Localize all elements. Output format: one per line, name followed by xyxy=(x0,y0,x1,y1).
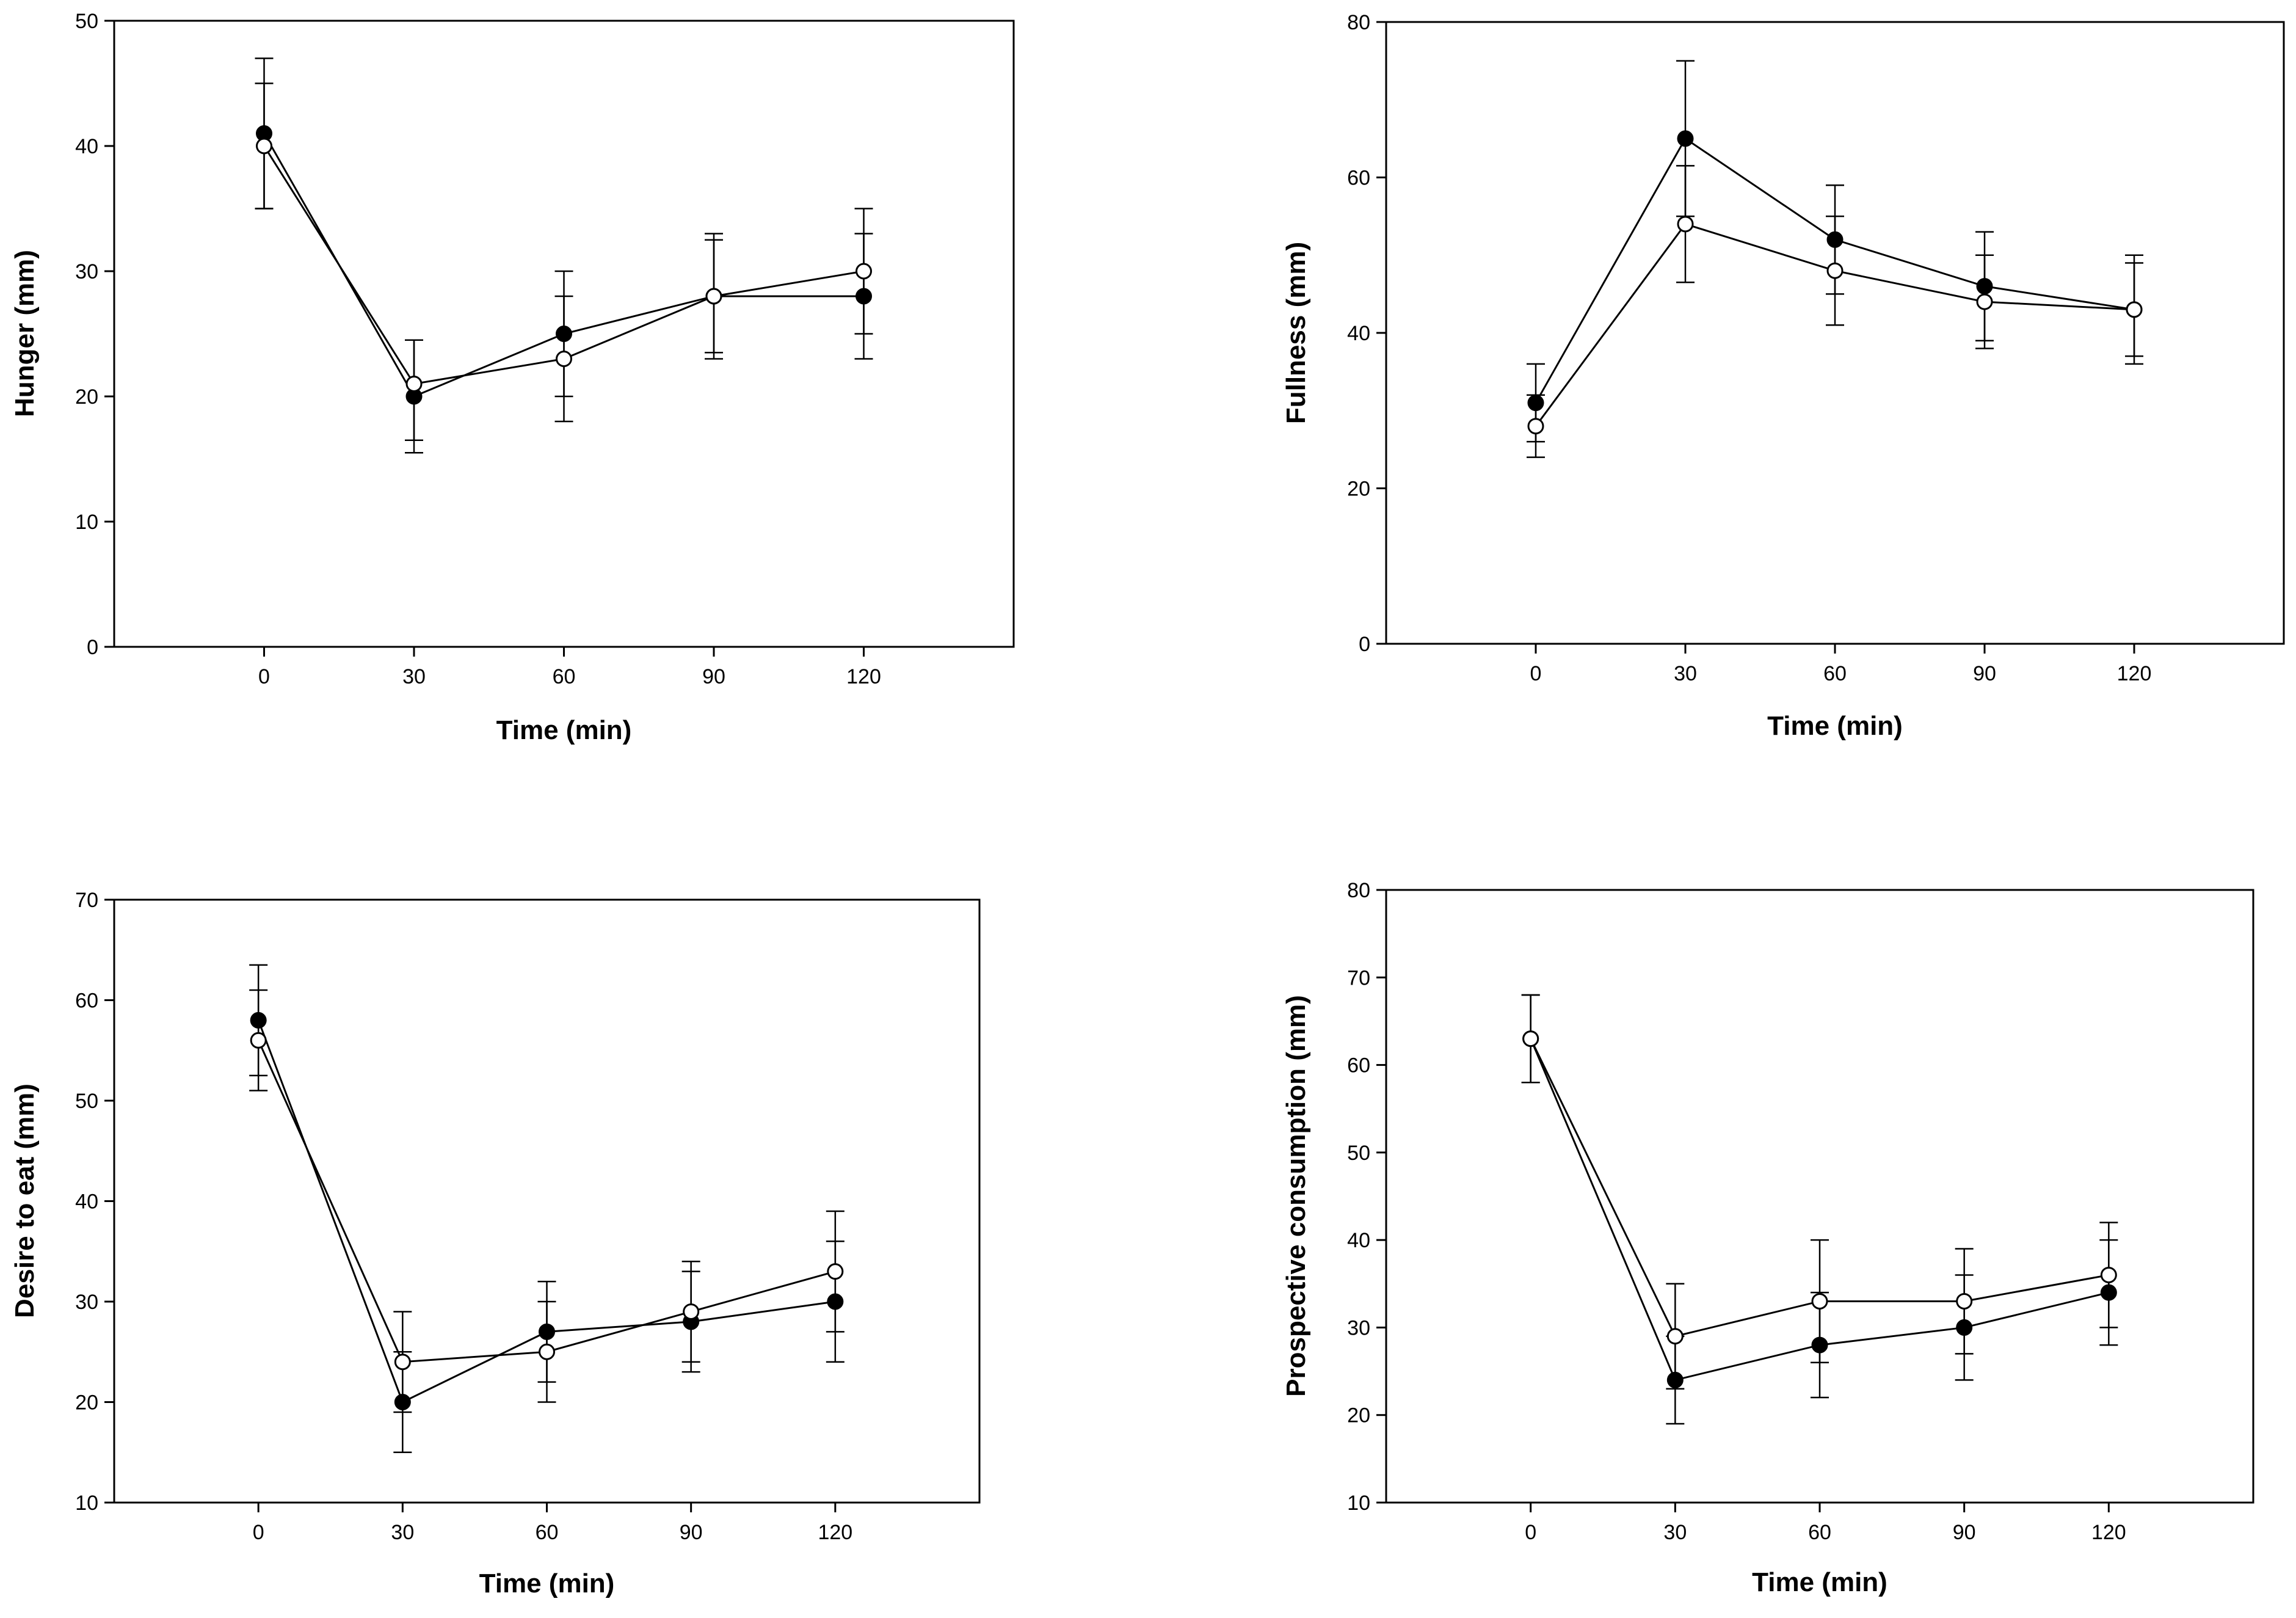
y-tick-label: 70 xyxy=(75,889,98,912)
data-point-open xyxy=(1956,1292,1973,1310)
y-tick-label: 10 xyxy=(75,511,98,534)
data-point-filled xyxy=(250,1011,267,1029)
data-point-open xyxy=(556,351,572,367)
data-point-open xyxy=(1527,418,1544,435)
x-tick-label: 90 xyxy=(1973,662,1996,685)
y-tick-label: 20 xyxy=(75,385,98,409)
x-tick-label: 0 xyxy=(258,665,270,688)
data-point-open xyxy=(2126,301,2143,318)
data-point-filled xyxy=(1976,278,1993,295)
y-tick-label: 10 xyxy=(75,1492,98,1515)
y-tick-label: 0 xyxy=(87,636,98,659)
y-tick-label: 20 xyxy=(1347,1404,1370,1427)
y-tick-label: 50 xyxy=(75,1090,98,1113)
data-point-open xyxy=(394,1354,411,1371)
x-axis-title: Time (min) xyxy=(479,1569,615,1598)
x-axis-title: Time (min) xyxy=(1767,711,1903,741)
y-tick-label: 30 xyxy=(75,260,98,283)
data-point-open xyxy=(250,1032,267,1049)
y-axis-title: Desire to eat (mm) xyxy=(10,1084,40,1318)
y-tick-label: 60 xyxy=(1347,1054,1370,1077)
y-tick-label: 30 xyxy=(1347,1316,1370,1339)
x-axis-title: Time (min) xyxy=(1752,1567,1887,1597)
data-point-filled xyxy=(1811,1336,1828,1354)
data-point-open xyxy=(827,1263,844,1280)
x-tick-label: 30 xyxy=(402,665,426,688)
x-tick-label: 30 xyxy=(1674,662,1697,685)
data-point-filled xyxy=(827,1293,844,1310)
y-tick-label: 10 xyxy=(1347,1492,1370,1515)
fullness-chart: 0 20 40 60 80 0 30 60 90 120 Time (min) Fullness (m… xyxy=(1281,11,2285,741)
y-tick-label: 60 xyxy=(1347,167,1370,190)
x-tick-label: 60 xyxy=(553,665,576,688)
data-point-open xyxy=(1811,1292,1828,1310)
x-tick-label: 90 xyxy=(680,1521,703,1544)
x-tick-label: 120 xyxy=(2117,662,2152,685)
data-point-open xyxy=(683,1303,700,1320)
data-point-filled xyxy=(1666,1371,1684,1388)
data-point-filled xyxy=(1956,1319,1973,1336)
x-tick-label: 30 xyxy=(391,1521,414,1544)
desire-to-eat-chart: 10 20 30 40 50 60 70 0 30 60 90 120 Time (min) Desire… xyxy=(10,889,981,1598)
data-point-filled xyxy=(1677,130,1694,147)
y-axis-title: Hunger (mm) xyxy=(10,250,40,417)
data-point-filled xyxy=(856,288,872,305)
x-tick-label: 60 xyxy=(536,1521,559,1544)
data-point-filled xyxy=(539,1323,555,1340)
x-tick-label: 90 xyxy=(1953,1521,1976,1544)
data-point-open xyxy=(256,137,272,155)
y-tick-label: 80 xyxy=(1347,879,1370,902)
y-tick-label: 40 xyxy=(1347,322,1370,345)
plot-frame xyxy=(113,898,981,1504)
y-tick-label: 20 xyxy=(1347,478,1370,501)
x-tick-label: 120 xyxy=(2091,1521,2126,1544)
y-axis-title: Fullness (mm) xyxy=(1281,242,1311,424)
data-point-open xyxy=(539,1343,555,1360)
x-tick-label: 90 xyxy=(702,665,725,688)
data-point-open xyxy=(405,376,423,392)
y-tick-label: 30 xyxy=(75,1291,98,1314)
prospective-consumption-chart: 10 20 30 40 50 60 70 80 0 30 60 90 120 Time (min) Pros… xyxy=(1281,879,2254,1597)
x-tick-label: 0 xyxy=(1525,1521,1536,1544)
y-tick-label: 0 xyxy=(1359,633,1370,656)
x-tick-label: 0 xyxy=(1530,662,1542,685)
y-tick-label: 60 xyxy=(75,989,98,1013)
data-point-open xyxy=(1976,293,1993,310)
x-tick-label: 60 xyxy=(1823,662,1847,685)
data-point-open xyxy=(705,288,722,305)
y-tick-label: 40 xyxy=(1347,1229,1370,1252)
y-axis-title: Prospective consumption (mm) xyxy=(1281,995,1311,1397)
data-point-open xyxy=(1677,216,1694,233)
x-tick-label: 60 xyxy=(1808,1521,1831,1544)
data-point-open xyxy=(856,263,872,280)
x-tick-label: 30 xyxy=(1663,1521,1687,1544)
y-tick-label: 70 xyxy=(1347,966,1370,989)
y-tick-label: 40 xyxy=(75,1190,98,1214)
y-tick-label: 50 xyxy=(1347,1142,1370,1165)
plot-frame xyxy=(1385,889,2254,1504)
data-point-open xyxy=(1826,262,1844,279)
y-tick-label: 40 xyxy=(75,135,98,158)
data-point-filled xyxy=(2100,1284,2117,1301)
y-tick-label: 20 xyxy=(75,1391,98,1415)
x-axis-title: Time (min) xyxy=(496,715,632,745)
data-point-filled xyxy=(556,326,572,342)
x-tick-label: 120 xyxy=(846,665,881,688)
plot-frame xyxy=(1385,21,2285,645)
data-point-filled xyxy=(1826,231,1844,248)
data-point-open xyxy=(2100,1266,2117,1283)
data-point-filled xyxy=(1527,395,1544,412)
data-point-open xyxy=(1522,1030,1539,1048)
y-tick-label: 80 xyxy=(1347,11,1370,34)
y-tick-label: 50 xyxy=(75,10,98,33)
hunger-chart: 0 10 20 30 40 50 0 30 60 90 120 Time (min) Hunger (m… xyxy=(10,10,1015,745)
x-tick-label: 120 xyxy=(818,1521,852,1544)
x-tick-label: 0 xyxy=(253,1521,264,1544)
data-point-filled xyxy=(394,1394,411,1410)
data-point-open xyxy=(1666,1328,1684,1345)
